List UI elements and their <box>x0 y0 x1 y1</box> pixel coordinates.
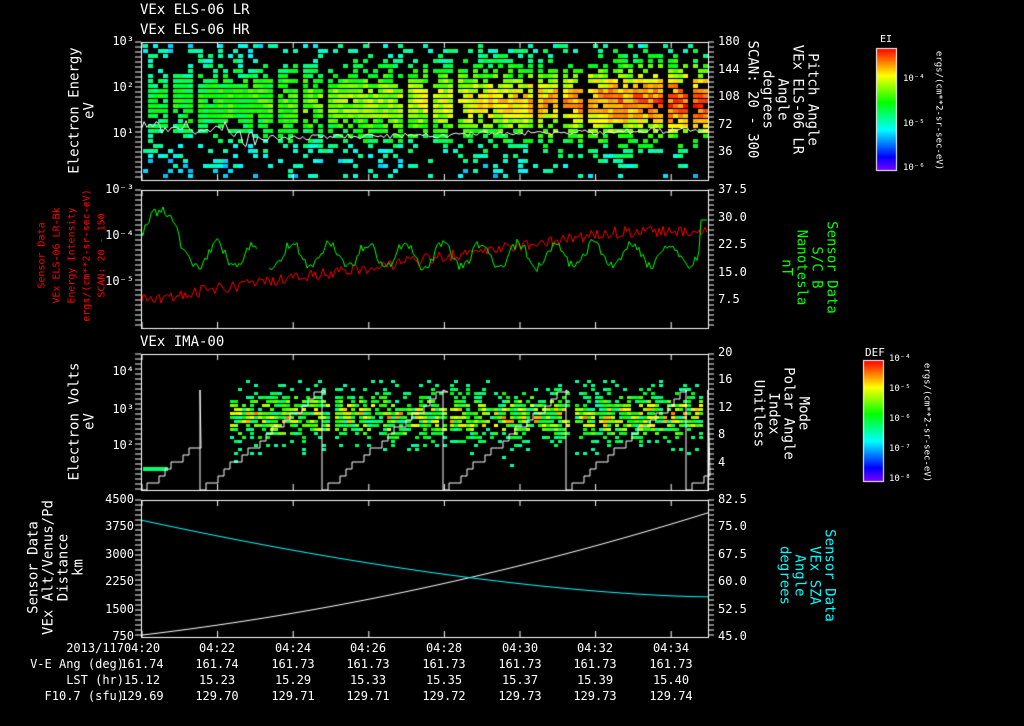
panel4-right-label: degrees <box>776 545 792 605</box>
colorbar1-title: EI <box>880 34 893 45</box>
footer-row-label: V-E Ang (deg) <box>30 657 124 671</box>
footer-value: 04:26 <box>349 641 387 655</box>
panel4-rtick: 75.0 <box>718 519 747 533</box>
panel3-ytick: 10² <box>112 438 134 452</box>
panel2-left-label: SCAN: 20 - 150 <box>96 213 108 298</box>
footer-value: 04:24 <box>274 641 312 655</box>
panel4-ytick: 3750 <box>105 519 134 533</box>
footer-value: 129.70 <box>195 689 239 703</box>
panel4-rtick: 82.5 <box>718 492 747 506</box>
panel2-left-label: VEx ELS-06 LR-Bk <box>51 207 63 304</box>
footer-value: 161.74 <box>195 657 239 671</box>
panel4-right-label: Angle <box>791 554 807 597</box>
panel2-left-label: Sensor Data <box>36 222 48 289</box>
footer-value: 04:28 <box>425 641 463 655</box>
footer-value: 161.74 <box>120 657 164 671</box>
panel2-ytick: 10⁻³ <box>105 182 134 196</box>
panel4-rtick: 67.5 <box>718 547 747 561</box>
footer-value: 161.73 <box>573 657 617 671</box>
panel1-rtick: 72 <box>718 117 733 131</box>
panel4-ytick: 3000 <box>105 547 134 561</box>
plot-canvas <box>0 0 1024 708</box>
panel1-title-hr: VEx ELS-06 HR <box>140 22 250 38</box>
footer-value: 129.71 <box>346 689 390 703</box>
panel2-rtick: 37.5 <box>718 182 747 196</box>
footer-value: 15.33 <box>349 673 387 687</box>
colorbar3-tick: 10⁻⁴ <box>889 354 911 364</box>
footer-value: 161.73 <box>649 657 693 671</box>
footer-value: 15.29 <box>274 673 312 687</box>
colorbar1-tick: 10⁻⁵ <box>903 119 925 129</box>
panel2-rtick: 15.0 <box>718 265 747 279</box>
panel4-ytick: 2250 <box>105 574 134 588</box>
footer-value: 129.72 <box>422 689 466 703</box>
footer-value: 161.73 <box>422 657 466 671</box>
footer-value: 15.40 <box>652 673 690 687</box>
panel4-right-label: Sensor Data <box>821 529 837 622</box>
colorbar1-unit: ergs/(cm**2-sr-sec-eV) <box>933 50 944 171</box>
panel2-rtick: 30.0 <box>718 210 747 224</box>
panel2-right-label: Sensor Data <box>823 221 839 314</box>
colorbar1-tick: 10⁻⁴ <box>903 74 925 84</box>
panel1-title-lr: VEx ELS-06 LR <box>140 2 250 18</box>
panel4-rtick: 45.0 <box>718 629 747 643</box>
colorbar1-tick: 10⁻⁶ <box>903 163 925 173</box>
panel1-rtick: 180 <box>718 34 740 48</box>
footer-value: 129.69 <box>120 689 164 703</box>
panel3-title: VEx IMA-00 <box>140 334 225 350</box>
colorbar3-title: DEF <box>865 346 885 359</box>
panel4-right-label: VEx SZA <box>806 545 822 605</box>
footer-value: 04:34 <box>652 641 690 655</box>
footer-value: 161.73 <box>271 657 315 671</box>
panel3-rtick: 12 <box>718 400 733 414</box>
footer-value: 04:32 <box>576 641 614 655</box>
panel1-right-label: degrees <box>759 69 776 129</box>
footer-value: 15.39 <box>576 673 614 687</box>
panel3-rtick: 8 <box>718 427 726 441</box>
panel4-rtick: 52.5 <box>718 602 747 616</box>
panel2-ytick: 10⁻⁵ <box>105 274 134 288</box>
panel3-ytick: 10³ <box>112 402 134 416</box>
footer-row-label: F10.7 (sfu) <box>44 689 124 703</box>
colorbar3-unit: ergs/(cm**2-sr-sec-eV) <box>921 362 932 483</box>
colorbar3-tick: 10⁻⁸ <box>889 474 911 484</box>
panel4-rtick: 60.0 <box>718 574 747 588</box>
panel1-right-label: SCAN: 20 - 300 <box>744 40 761 159</box>
footer-value: 15.37 <box>501 673 539 687</box>
footer-value: 04:30 <box>501 641 539 655</box>
panel4-ytick: 4500 <box>105 492 134 506</box>
footer-value: 129.71 <box>271 689 315 703</box>
footer-value: 15.23 <box>198 673 236 687</box>
footer-value: 04:20 <box>123 641 161 655</box>
footer-value: 129.73 <box>573 689 617 703</box>
footer-value: 129.74 <box>649 689 693 703</box>
panel1-rtick: 144 <box>718 62 740 76</box>
panel1-ytick: 10¹ <box>112 126 134 140</box>
panel1-ytick: 10² <box>112 80 134 94</box>
panel4-ytick: 750 <box>112 629 134 643</box>
footer-value: 15.12 <box>123 673 161 687</box>
panel3-rtick: 4 <box>718 455 726 469</box>
panel1-rtick: 36 <box>718 144 733 158</box>
footer-value: 129.73 <box>498 689 542 703</box>
footer-value: 161.73 <box>346 657 390 671</box>
panel3-rtick: 16 <box>718 372 733 386</box>
footer-value: 161.73 <box>498 657 542 671</box>
colorbar3-tick: 10⁻⁶ <box>889 414 911 424</box>
panel2-ytick: 10⁻⁴ <box>105 228 134 242</box>
panel2-rtick: 22.5 <box>718 237 747 251</box>
panel1-rtick: 108 <box>718 89 740 103</box>
footer-value: 04:22 <box>198 641 236 655</box>
panel3-right-label: Unitless <box>750 379 766 448</box>
panel4-ytick: 1500 <box>105 602 134 616</box>
footer-row-label: 2013/117 <box>66 641 124 655</box>
footer-row-label: LST (hr) <box>66 673 124 687</box>
panel1-ytick: 10³ <box>112 34 134 48</box>
panel2-rtick: 7.5 <box>718 292 740 306</box>
footer-value: 15.35 <box>425 673 463 687</box>
panel3-rtick: 20 <box>718 345 733 359</box>
colorbar3-tick: 10⁻⁵ <box>889 384 911 394</box>
panel3-ytick: 10⁴ <box>112 364 134 378</box>
colorbar3-tick: 10⁻⁷ <box>889 444 911 454</box>
